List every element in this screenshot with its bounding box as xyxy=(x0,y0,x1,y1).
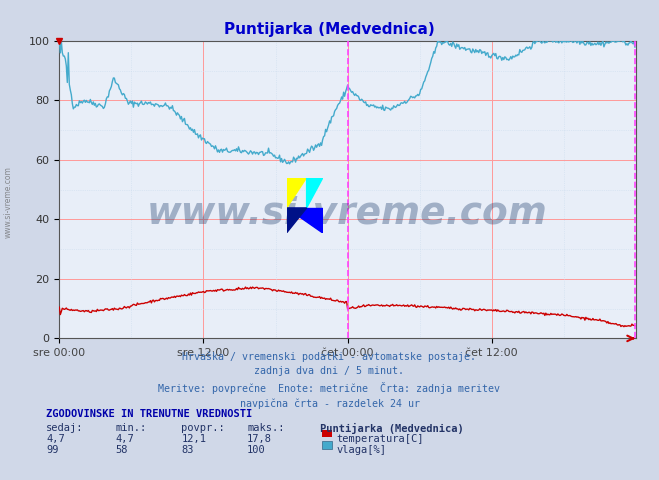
Polygon shape xyxy=(306,178,323,208)
Text: Hrvaška / vremenski podatki - avtomatske postaje.
zadnja dva dni / 5 minut.
Meri: Hrvaška / vremenski podatki - avtomatske… xyxy=(159,351,500,409)
Text: 17,8: 17,8 xyxy=(247,434,272,444)
Text: vlaga[%]: vlaga[%] xyxy=(336,445,386,456)
Text: Puntijarka (Medvednica): Puntijarka (Medvednica) xyxy=(224,22,435,37)
Text: www.si-vreme.com: www.si-vreme.com xyxy=(3,166,13,238)
Polygon shape xyxy=(287,208,323,233)
Text: www.si-vreme.com: www.si-vreme.com xyxy=(147,195,548,231)
Text: 83: 83 xyxy=(181,445,194,456)
Text: 99: 99 xyxy=(46,445,59,456)
FancyBboxPatch shape xyxy=(322,441,332,449)
Text: 4,7: 4,7 xyxy=(115,434,134,444)
Text: Puntijarka (Medvednica): Puntijarka (Medvednica) xyxy=(320,423,463,434)
FancyBboxPatch shape xyxy=(322,430,332,437)
Text: ZGODOVINSKE IN TRENUTNE VREDNOSTI: ZGODOVINSKE IN TRENUTNE VREDNOSTI xyxy=(46,409,252,419)
Text: 12,1: 12,1 xyxy=(181,434,206,444)
Text: 58: 58 xyxy=(115,445,128,456)
Text: min.:: min.: xyxy=(115,423,146,433)
Text: 4,7: 4,7 xyxy=(46,434,65,444)
Text: maks.:: maks.: xyxy=(247,423,285,433)
Polygon shape xyxy=(287,178,306,208)
Text: povpr.:: povpr.: xyxy=(181,423,225,433)
Text: 100: 100 xyxy=(247,445,266,456)
Polygon shape xyxy=(287,208,306,233)
Text: sedaj:: sedaj: xyxy=(46,423,84,433)
Text: temperatura[C]: temperatura[C] xyxy=(336,434,424,444)
